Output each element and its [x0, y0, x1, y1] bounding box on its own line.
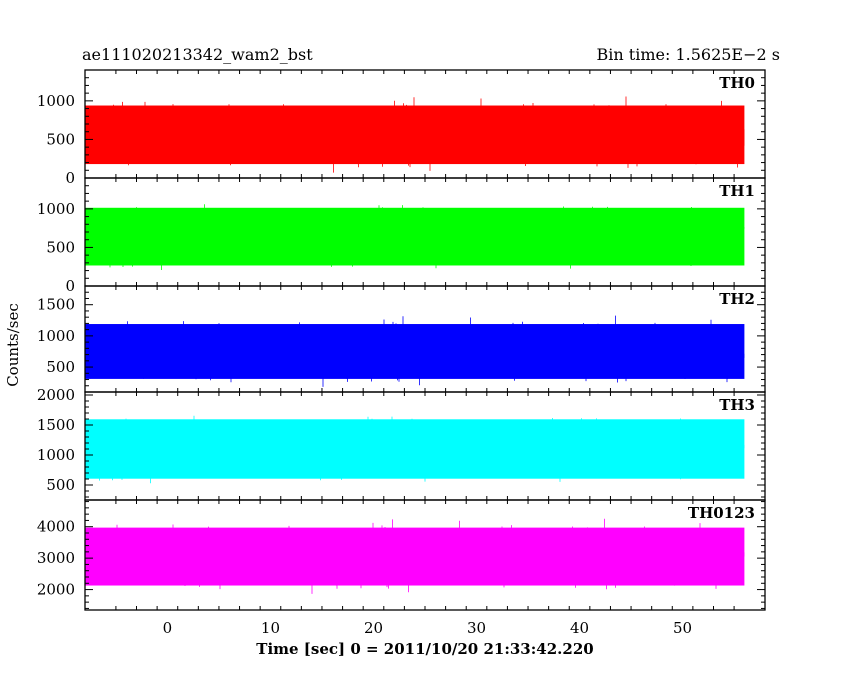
- y-tick-label: 2000: [37, 386, 75, 404]
- y-tick-label: 500: [46, 476, 75, 494]
- y-tick-label: 1000: [37, 200, 75, 218]
- y-tick-label: 500: [46, 130, 75, 148]
- y-axis-label: Counts/sec: [4, 303, 22, 387]
- y-tick-label: 1000: [37, 92, 75, 110]
- y-tick-label: 1000: [37, 446, 75, 464]
- y-tick-label: 4000: [37, 518, 75, 536]
- panel-label-th2: TH2: [719, 290, 755, 308]
- series-layer: [84, 96, 745, 594]
- y-tick-label: 0: [65, 277, 75, 295]
- y-tick-label: 1500: [37, 296, 75, 314]
- bin-time-label: Bin time: 1.5625E−2 s: [597, 45, 780, 64]
- x-tick-label: 40: [570, 619, 589, 637]
- panel-label-th3: TH3: [719, 396, 755, 414]
- panel-label-th1: TH1: [719, 182, 755, 200]
- y-tick-label: 2000: [37, 581, 75, 599]
- x-tick-label: 50: [673, 619, 692, 637]
- y-tick-label: 0: [65, 169, 75, 187]
- y-tick-label: 1000: [37, 327, 75, 345]
- y-tick-label: 500: [46, 358, 75, 376]
- panel-label-th0123: TH0123: [688, 504, 755, 522]
- y-tick-label: 500: [46, 238, 75, 256]
- x-tick-label: 10: [261, 619, 280, 637]
- x-tick-label: 0: [163, 619, 173, 637]
- y-tick-label: 3000: [37, 549, 75, 567]
- x-tick-label: 30: [467, 619, 486, 637]
- panel-label-th0: TH0: [719, 74, 755, 92]
- y-tick-label: 1500: [37, 416, 75, 434]
- x-axis-label: Time [sec] 0 = 2011/10/20 21:33:42.220: [256, 640, 593, 658]
- chart-title: ae111020213342_wam2_bst: [82, 45, 313, 64]
- x-tick-label: 20: [364, 619, 383, 637]
